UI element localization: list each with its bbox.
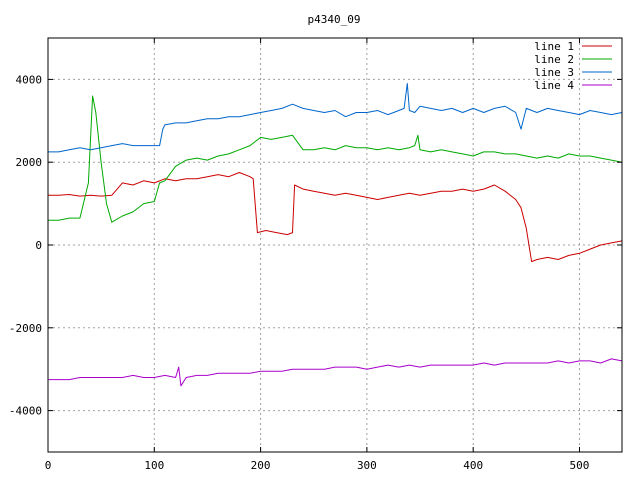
y-tick-label: 4000	[16, 73, 43, 86]
legend-label-3: line 3	[534, 66, 574, 79]
chart-title: p4340_09	[308, 13, 361, 26]
y-tick-label: 2000	[16, 156, 43, 169]
y-tick-label: -2000	[9, 322, 42, 335]
legend-label-1: line 1	[534, 40, 574, 53]
y-tick-label: 0	[35, 239, 42, 252]
series-line-4	[48, 358, 623, 387]
legend-label-4: line 4	[534, 79, 574, 92]
x-tick-label: 400	[463, 459, 483, 472]
x-tick-label: 200	[251, 459, 271, 472]
grid	[48, 38, 622, 452]
x-tick-label: 100	[144, 459, 164, 472]
x-tick-label: 300	[357, 459, 377, 472]
axes: 0 100 200 300 400 500 -4000 -2000 0 2000 4000	[9, 38, 622, 472]
x-tick-label: 0	[45, 459, 52, 472]
legend-label-2: line 2	[534, 53, 574, 66]
x-tick-label: 500	[570, 459, 590, 472]
series-line-3	[48, 83, 623, 153]
series-layer	[48, 83, 623, 387]
series-line-1	[48, 172, 623, 263]
series-line-2	[48, 95, 623, 223]
y-tick-label: -4000	[9, 405, 42, 418]
